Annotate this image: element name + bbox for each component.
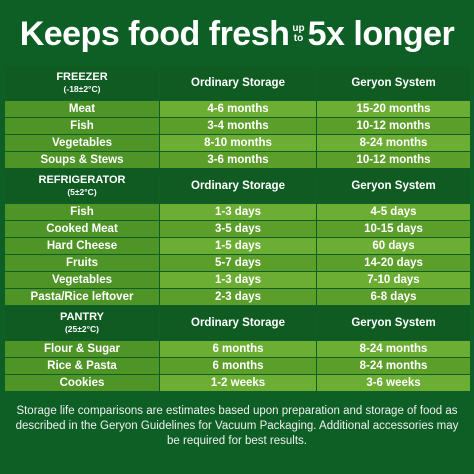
- ordinary-value: 1-2 weeks: [159, 374, 317, 392]
- freezer-title: FREEZER: [56, 71, 108, 83]
- table-row: Vegetables 1-3 days 7-10 days: [4, 271, 471, 289]
- refrigerator-temperature: (5±2°C): [67, 187, 97, 197]
- food-label: Vegetables: [4, 134, 160, 152]
- food-label: Meat: [4, 100, 160, 118]
- ordinary-value: 1-3 days: [159, 203, 317, 221]
- food-label: Soups & Stews: [4, 151, 160, 169]
- food-label: Fish: [4, 203, 160, 221]
- ordinary-value: 3-6 months: [159, 151, 317, 169]
- refrigerator-header-row: REFRIGERATOR (5±2°C) Ordinary Storage Geryo…: [4, 168, 471, 204]
- geryon-value: 7-10 days: [316, 271, 471, 289]
- headline-to: to: [293, 33, 304, 44]
- refrigerator-title: REFRIGERATOR: [38, 174, 126, 186]
- food-label: Rice & Pasta: [4, 357, 160, 375]
- geryon-value: 60 days: [316, 237, 471, 255]
- table-row: Meat 4-6 months 15-20 months: [4, 100, 471, 118]
- headline-up: up: [292, 23, 305, 34]
- ordinary-value: 6 months: [159, 357, 317, 375]
- storage-table: FREEZER (-18±2°C) Ordinary Storage Geryon S…: [4, 65, 471, 392]
- geryon-value: 8-24 months: [316, 134, 471, 152]
- freezer-geryon-header: Geryon System: [316, 65, 471, 101]
- headline-part1: Keeps food fresh: [19, 15, 290, 53]
- food-label: Hard Cheese: [4, 237, 160, 255]
- table-row: Fish 3-4 months 10-12 months: [4, 117, 471, 135]
- table-row: Rice & Pasta 6 months 8-24 months: [4, 357, 471, 375]
- food-label: Cooked Meat: [4, 220, 160, 238]
- geryon-value: 6-8 days: [316, 288, 471, 306]
- food-label: Vegetables: [4, 271, 160, 289]
- table-row: Cookies 1-2 weeks 3-6 weeks: [4, 374, 471, 392]
- geryon-value: 3-6 weeks: [316, 374, 471, 392]
- pantry-header-row: PANTRY (25±2°C) Ordinary Storage Geryon Sys…: [4, 305, 471, 341]
- pantry-section-title: PANTRY (25±2°C): [4, 305, 160, 341]
- ordinary-value: 8-10 months: [159, 134, 317, 152]
- food-label: Pasta/Rice leftover: [4, 288, 160, 306]
- food-label: Fruits: [4, 254, 160, 272]
- food-label: Cookies: [4, 374, 160, 392]
- headline-part2: 5x longer: [307, 15, 455, 53]
- geryon-value: 15-20 months: [316, 100, 471, 118]
- pantry-title: PANTRY: [60, 311, 104, 323]
- geryon-value: 8-24 months: [316, 340, 471, 358]
- table-row: Hard Cheese 1-5 days 60 days: [4, 237, 471, 255]
- table-row: Fish 1-3 days 4-5 days: [4, 203, 471, 221]
- table-row: Soups & Stews 3-6 months 10-12 months: [4, 151, 471, 169]
- storage-table-body: FREEZER (-18±2°C) Ordinary Storage Geryon S…: [4, 65, 471, 392]
- ordinary-value: 6 months: [159, 340, 317, 358]
- refrigerator-ordinary-header: Ordinary Storage: [159, 168, 317, 204]
- geryon-value: 14-20 days: [316, 254, 471, 272]
- ordinary-value: 2-3 days: [159, 288, 317, 306]
- ordinary-value: 1-5 days: [159, 237, 317, 255]
- footnote: Storage life comparisons are estimates b…: [15, 405, 459, 447]
- freezer-temperature: (-18±2°C): [63, 84, 101, 94]
- refrigerator-section-title: REFRIGERATOR (5±2°C): [4, 168, 160, 204]
- ordinary-value: 1-3 days: [159, 271, 317, 289]
- table-row: Pasta/Rice leftover 2-3 days 6-8 days: [4, 288, 471, 306]
- headline-up-to: up to: [292, 24, 304, 44]
- geryon-value: 10-12 months: [316, 151, 471, 169]
- table-row: Cooked Meat 3-5 days 10-15 days: [4, 220, 471, 238]
- geryon-value: 10-12 months: [316, 117, 471, 135]
- food-label: Flour & Sugar: [4, 340, 160, 358]
- table-row: Vegetables 8-10 months 8-24 months: [4, 134, 471, 152]
- pantry-temperature: (25±2°C): [64, 324, 100, 334]
- geryon-value: 10-15 days: [316, 220, 471, 238]
- table-row: Fruits 5-7 days 14-20 days: [4, 254, 471, 272]
- geryon-value: 8-24 months: [316, 357, 471, 375]
- ordinary-value: 3-4 months: [159, 117, 317, 135]
- table-row: Flour & Sugar 6 months 8-24 months: [4, 340, 471, 358]
- headline: Keeps food fresh up to 5x longer: [0, 8, 474, 60]
- ordinary-value: 4-6 months: [159, 100, 317, 118]
- pantry-geryon-header: Geryon System: [316, 305, 471, 341]
- pantry-ordinary-header: Ordinary Storage: [159, 305, 317, 341]
- ordinary-value: 5-7 days: [159, 254, 317, 272]
- freezer-ordinary-header: Ordinary Storage: [159, 65, 317, 101]
- ordinary-value: 3-5 days: [159, 220, 317, 238]
- freezer-header-row: FREEZER (-18±2°C) Ordinary Storage Geryon S…: [4, 65, 471, 101]
- food-label: Fish: [4, 117, 160, 135]
- refrigerator-geryon-header: Geryon System: [316, 168, 471, 204]
- freezer-section-title: FREEZER (-18±2°C): [4, 65, 160, 101]
- geryon-value: 4-5 days: [316, 203, 471, 221]
